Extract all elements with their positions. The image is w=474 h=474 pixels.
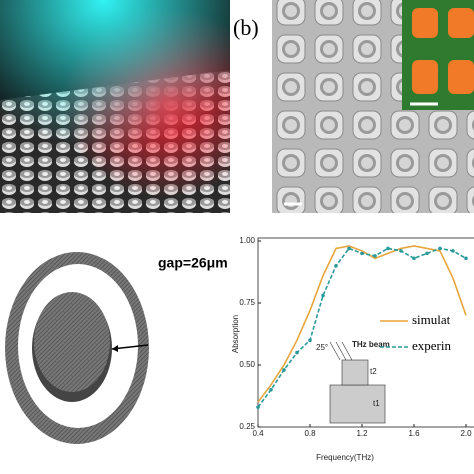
data-point <box>256 405 260 409</box>
x-axis-label: Frequency(THz) <box>316 453 374 462</box>
sem-image <box>272 0 474 213</box>
data-point <box>308 338 312 343</box>
beam-ray <box>341 341 353 361</box>
data-point <box>295 350 299 355</box>
data-point <box>399 249 403 253</box>
data-point <box>386 246 390 251</box>
x-tick-label: 0.8 <box>304 429 316 438</box>
inset-cell <box>412 60 438 94</box>
x-tick-label: 1.2 <box>356 429 368 438</box>
data-point <box>412 256 416 261</box>
absorption-chart: 0.25 0.50 0.75 1.00 0.4 0.8 1.2 1.6 2.0 Absorptio… <box>231 236 474 462</box>
beam-ray <box>329 341 341 361</box>
cyan-beam <box>0 0 230 213</box>
inset-cell <box>448 60 474 94</box>
y-tick-label: 1.00 <box>239 236 255 245</box>
y-tick-label: 0.25 <box>239 422 255 431</box>
data-point <box>425 251 429 256</box>
inset-block <box>329 384 386 424</box>
legend-label: simulat <box>412 312 451 327</box>
x-tick-label: 1.6 <box>408 429 420 438</box>
arrow-head <box>112 345 118 352</box>
ring-diagram <box>5 252 149 444</box>
inset-label: t1 <box>373 399 380 408</box>
data-point <box>451 249 455 253</box>
beam-ray <box>335 341 347 361</box>
data-point <box>269 388 273 392</box>
y-axis-label: Absorption <box>231 315 240 353</box>
data-point <box>282 368 286 372</box>
inset-cell <box>448 8 474 38</box>
inset-label: 25° <box>316 343 328 352</box>
data-point <box>373 254 377 258</box>
inset-block <box>341 359 369 386</box>
plot-frame <box>257 237 474 428</box>
data-point <box>334 264 338 268</box>
data-point <box>438 246 442 251</box>
gap-label: gap=26μm <box>158 255 228 271</box>
inset-label: THz beam <box>352 340 390 349</box>
panel-label: (b) <box>233 15 259 40</box>
data-point <box>360 251 364 256</box>
data-point <box>347 246 351 251</box>
series-line <box>257 245 467 403</box>
inset-cell <box>412 8 438 38</box>
x-tick-label: 2.0 <box>460 429 472 438</box>
inner-disk <box>34 292 110 392</box>
data-point <box>321 293 325 298</box>
legend-label: experin <box>412 338 451 353</box>
y-tick-label: 0.50 <box>239 360 255 369</box>
data-point <box>464 256 468 261</box>
y-tick-label: 0.75 <box>239 298 255 307</box>
inset-label: t2 <box>370 367 377 376</box>
x-tick-label: 0.4 <box>252 429 264 438</box>
render-image <box>0 0 230 213</box>
